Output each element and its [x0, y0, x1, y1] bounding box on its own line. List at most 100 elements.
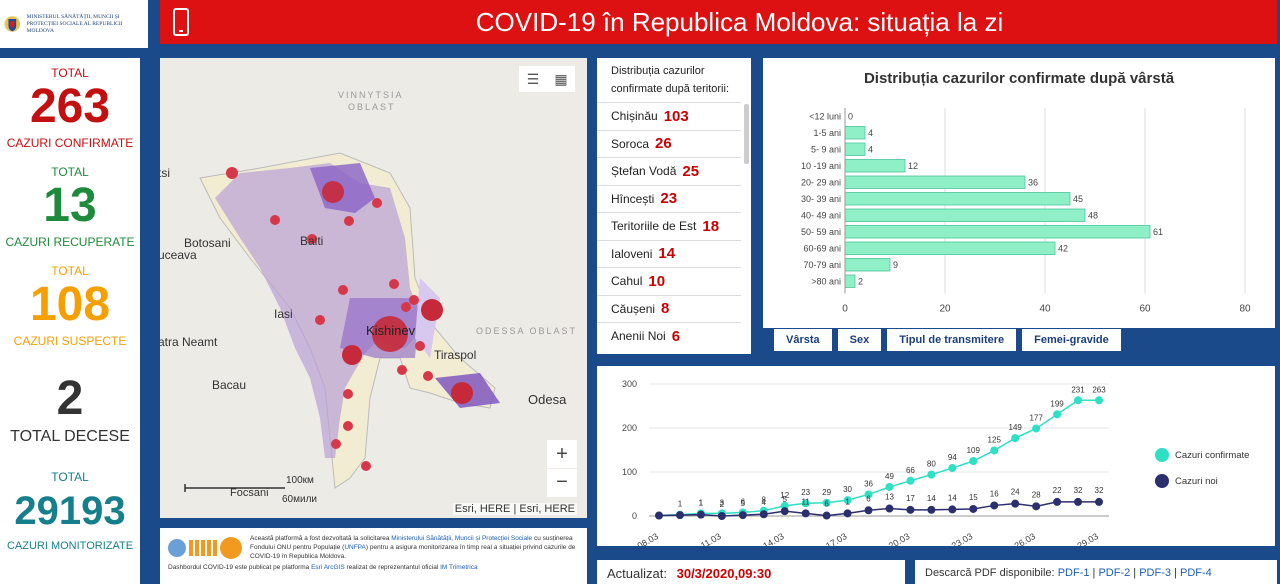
- data-point[interactable]: [906, 505, 915, 514]
- data-point[interactable]: [696, 510, 705, 519]
- stat-value: 108: [29, 278, 111, 331]
- data-point[interactable]: [738, 511, 747, 520]
- bar[interactable]: [844, 208, 1086, 222]
- map-canvas[interactable]: [160, 58, 587, 518]
- data-point[interactable]: [822, 511, 831, 520]
- data-point[interactable]: [843, 496, 852, 505]
- data-point[interactable]: [675, 511, 684, 520]
- data-point[interactable]: [1053, 497, 1062, 506]
- data-point[interactable]: [864, 490, 873, 499]
- territory-row[interactable]: Teritoriile de Est 18: [597, 212, 741, 240]
- footer-info: Această platformă a fost dezvoltată la s…: [160, 528, 587, 584]
- map-label: uceava: [160, 248, 197, 262]
- grid-view-icon[interactable]: ▦: [554, 71, 568, 87]
- ministry-logo[interactable]: Ministerul Sănătății, Muncii și Protecți…: [0, 0, 148, 48]
- data-label: 28: [1032, 490, 1041, 499]
- data-point[interactable]: [1011, 499, 1020, 508]
- territory-row[interactable]: Ștefan Vodă 25: [597, 157, 741, 185]
- y-tick-label: 30- 39 ani: [801, 194, 841, 204]
- territory-row[interactable]: Cahul 10: [597, 267, 741, 295]
- data-point[interactable]: [969, 504, 978, 513]
- data-point[interactable]: [948, 505, 957, 514]
- data-point[interactable]: [969, 457, 978, 465]
- data-label: 1: [699, 498, 704, 507]
- territory-row[interactable]: Hîncești 23: [597, 184, 741, 213]
- territory-row[interactable]: Soroca 26: [597, 129, 741, 158]
- bar[interactable]: [844, 175, 1026, 189]
- data-point[interactable]: [1095, 497, 1103, 506]
- pdf-link-4[interactable]: PDF-4: [1179, 567, 1212, 579]
- pdf-label: Descarcă PDF disponibile:: [925, 567, 1055, 579]
- tab-age[interactable]: Vârsta: [773, 328, 833, 352]
- data-point[interactable]: [1011, 434, 1020, 443]
- data-point[interactable]: [801, 509, 810, 518]
- zoom-out-button[interactable]: −: [547, 469, 577, 497]
- data-point[interactable]: [1032, 424, 1041, 433]
- territory-row[interactable]: Chișinău 103: [597, 102, 741, 130]
- data-point[interactable]: [717, 512, 726, 520]
- tab-transmission[interactable]: Tipul de transmitere: [886, 328, 1018, 352]
- bar[interactable]: [844, 225, 1151, 239]
- map-view[interactable]: VINNYTSIA OBLAST tsi Botosani uceava Bal…: [160, 58, 587, 518]
- data-point[interactable]: [885, 504, 894, 513]
- mobile-icon[interactable]: [160, 0, 202, 46]
- territory-row[interactable]: Anenii Noi 6: [597, 322, 741, 350]
- bar[interactable]: [844, 142, 866, 156]
- zoom-in-button[interactable]: +: [547, 440, 577, 468]
- territory-row[interactable]: Ialoveni 14: [597, 239, 741, 268]
- data-point[interactable]: [801, 499, 810, 508]
- unfpa-link[interactable]: UNFPA: [344, 544, 366, 551]
- map-label: Tiraspol: [434, 348, 477, 362]
- data-label: 2: [858, 276, 863, 286]
- data-point[interactable]: [1074, 396, 1083, 405]
- pdf-link-3[interactable]: PDF-3: [1139, 567, 1171, 579]
- data-point[interactable]: [990, 501, 999, 510]
- tab-pregnant[interactable]: Femei-gravide: [1021, 328, 1122, 352]
- stat-monitored: TOTAL 29193 CAZURI MONITORIZATE: [0, 470, 140, 552]
- bar[interactable]: [844, 258, 891, 272]
- territory-row[interactable]: Căușeni 8: [597, 294, 741, 323]
- territory-name: Căușeni: [611, 301, 656, 316]
- data-point[interactable]: [822, 498, 831, 507]
- data-point[interactable]: [655, 511, 663, 520]
- coat-of-arms-icon: [4, 16, 21, 32]
- trimetrica-link[interactable]: IM Trimetrica: [440, 564, 478, 571]
- pdf-link-1[interactable]: PDF-1: [1057, 567, 1090, 579]
- pdf-link-2[interactable]: PDF-2: [1098, 567, 1131, 579]
- territory-value: 103: [663, 107, 689, 125]
- y-tick-label: 10 -19 ani: [801, 161, 841, 171]
- data-point[interactable]: [885, 482, 894, 491]
- partner-logos: [168, 534, 250, 561]
- tab-sex[interactable]: Sex: [836, 328, 883, 352]
- data-point[interactable]: [927, 505, 936, 514]
- map-label: Bacau: [212, 378, 247, 392]
- data-point[interactable]: [990, 446, 999, 455]
- data-point[interactable]: [843, 509, 852, 518]
- data-point[interactable]: [948, 464, 957, 473]
- list-view-icon[interactable]: ☰: [526, 71, 540, 87]
- data-point[interactable]: [864, 506, 873, 515]
- territory-list[interactable]: Distribuția cazurilor confirmate după te…: [597, 58, 751, 354]
- data-point[interactable]: [1053, 410, 1062, 419]
- legend-swatch: [1155, 474, 1169, 488]
- data-point[interactable]: [1032, 502, 1041, 511]
- data-label: 4: [868, 144, 873, 154]
- data-point[interactable]: [759, 510, 768, 519]
- bar[interactable]: [844, 192, 1071, 206]
- data-point[interactable]: [1074, 497, 1083, 506]
- stat-value: 263: [29, 80, 111, 133]
- scrollbar[interactable]: [744, 104, 749, 164]
- data-point[interactable]: [780, 507, 789, 516]
- data-point[interactable]: [927, 470, 936, 479]
- ministry-link[interactable]: Ministerului Sănătății, Muncii și Protec…: [391, 535, 533, 542]
- map-toolbar: ☰ ▦: [519, 66, 575, 92]
- map-label: Botosani: [184, 236, 231, 250]
- arcgis-link[interactable]: Esri ArcGIS: [311, 564, 345, 571]
- data-point[interactable]: [1095, 396, 1103, 405]
- bar[interactable]: [844, 274, 856, 288]
- data-point[interactable]: [906, 476, 915, 485]
- bar[interactable]: [844, 241, 1056, 255]
- x-tick-label: 40: [1039, 304, 1051, 315]
- bar[interactable]: [844, 126, 866, 140]
- bar[interactable]: [844, 159, 906, 173]
